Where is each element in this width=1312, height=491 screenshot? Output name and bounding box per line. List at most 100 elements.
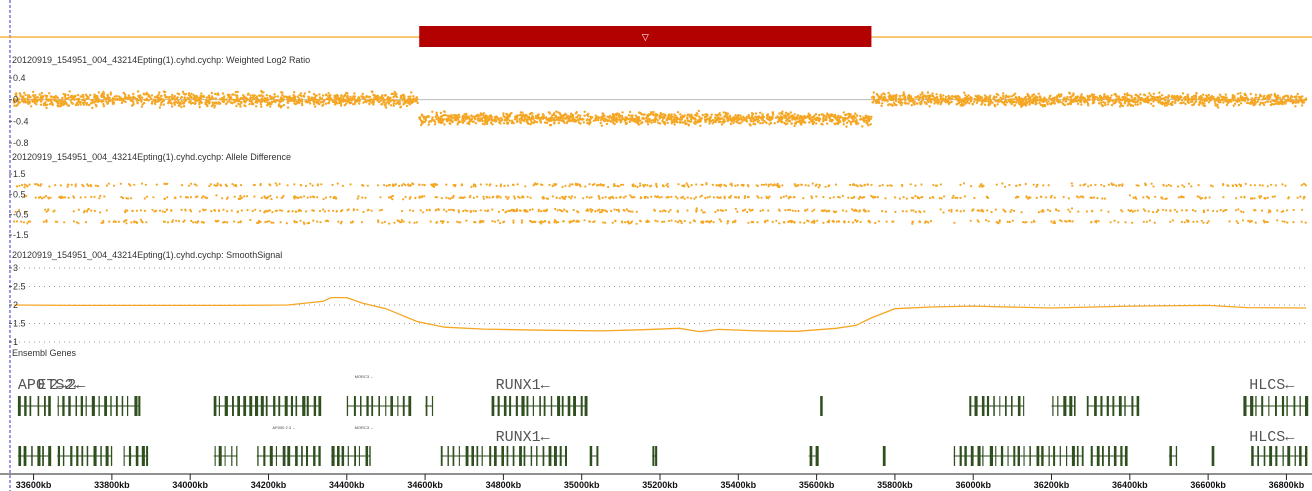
allele-point (1204, 196, 1207, 199)
log2-point (322, 100, 325, 103)
log2-point (206, 104, 209, 108)
log2-point (768, 116, 771, 119)
log2-point (529, 123, 532, 126)
log2-point (424, 117, 427, 121)
allele-point (1162, 208, 1165, 211)
log2-point (872, 97, 876, 101)
log2-point (742, 115, 745, 119)
log2-point (352, 95, 355, 98)
allele-point (779, 196, 783, 199)
log2-point (536, 113, 540, 117)
log2-point (449, 122, 452, 126)
log2-point (531, 114, 534, 118)
allele-point (929, 196, 932, 200)
allele-point (237, 221, 240, 224)
log2-point (1126, 104, 1129, 107)
allele-point (747, 221, 750, 224)
log2-point (623, 119, 627, 123)
log2-point (71, 97, 74, 101)
allele-point (327, 209, 330, 212)
allele-point (419, 209, 422, 212)
allele-point (412, 209, 415, 212)
log2-point (739, 122, 742, 125)
log2-point (177, 99, 180, 102)
allele-point (593, 182, 596, 186)
allele-point (1260, 209, 1264, 212)
log2-point (903, 101, 907, 105)
log2-point (747, 113, 750, 117)
allele-point (1015, 184, 1018, 187)
allele-point (86, 208, 89, 211)
log2-point (431, 110, 434, 114)
log2-point (901, 101, 904, 105)
log2-point (785, 119, 788, 122)
log2-point (685, 122, 688, 125)
allele-point (571, 183, 574, 186)
log2-point (411, 98, 414, 101)
log2-point (508, 113, 512, 116)
log2-point (120, 101, 124, 105)
log2-point (255, 105, 258, 108)
log2-point (67, 104, 70, 107)
log2-point (793, 113, 796, 116)
log2-point (361, 95, 365, 99)
log2-point (243, 104, 246, 107)
allele-point (103, 195, 106, 198)
allele-point (44, 195, 48, 198)
allele-point (90, 195, 93, 198)
log2-point (289, 98, 293, 102)
log2-point (446, 114, 449, 117)
allele-point (90, 209, 93, 212)
allele-point (214, 209, 217, 212)
allele-point (728, 196, 731, 199)
log2-point (85, 102, 89, 105)
log2-point (960, 100, 963, 104)
log2-point (547, 111, 551, 114)
log2-point (265, 94, 268, 97)
log2-point (251, 98, 255, 101)
allele-point (94, 184, 97, 187)
log2-point (778, 116, 781, 120)
log2-point (661, 113, 665, 116)
log2-point (532, 117, 535, 121)
selected-region[interactable] (419, 26, 872, 47)
allele-point (215, 194, 218, 197)
log2-point (771, 115, 774, 118)
log2-point (1051, 97, 1055, 101)
log2-point (136, 90, 140, 93)
allele-point (1079, 184, 1082, 187)
log2-point (249, 94, 252, 97)
log2-point (1180, 101, 1184, 105)
log2-point (1221, 98, 1225, 102)
log2-point (615, 118, 619, 121)
allele-point (1281, 183, 1284, 186)
log2-point (179, 103, 182, 106)
allele-point (1237, 208, 1240, 211)
log2-point (950, 95, 954, 98)
allele-point (82, 211, 86, 214)
log2-point (646, 123, 650, 126)
allele-point (919, 211, 922, 214)
allele-point (461, 184, 464, 187)
log2-point (499, 122, 502, 125)
allele-point (1235, 220, 1238, 223)
log2-point (1230, 100, 1233, 103)
log2-point (518, 120, 522, 123)
triangle-down-icon[interactable]: ▽ (642, 32, 649, 42)
allele-point (704, 196, 707, 200)
log2-point (1234, 99, 1238, 102)
allele-point (660, 196, 663, 199)
allele-point (474, 210, 477, 213)
log2-point (726, 117, 729, 120)
log2-point (612, 121, 615, 125)
allele-point (568, 185, 571, 188)
allele-point (596, 209, 599, 212)
log2-point (62, 92, 65, 96)
log2-point (312, 100, 316, 104)
log2-point (180, 100, 183, 103)
log2-point (694, 120, 697, 123)
log2-point (792, 117, 796, 120)
log2-point (974, 94, 977, 98)
log2-point (551, 113, 554, 117)
log2-point (583, 114, 586, 117)
